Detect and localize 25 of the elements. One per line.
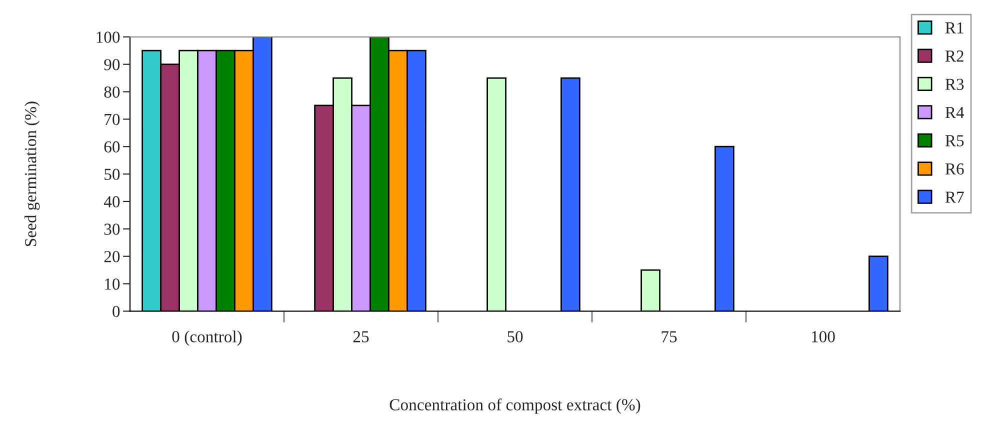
y-tick-label: 0	[112, 306, 120, 318]
x-tick-label: 0 (control)	[172, 330, 242, 346]
x-tick-label: 25	[353, 331, 369, 342]
y-tick-label: 30	[104, 224, 120, 235]
y-axis-title: Seed germination (%)	[24, 102, 40, 246]
y-tick-label: 60	[104, 141, 120, 153]
y-tick-label: 100	[96, 32, 120, 43]
legend-label: R1	[945, 22, 964, 34]
legend-label: R6	[945, 163, 964, 175]
y-tick-label: 50	[104, 168, 120, 180]
y-tick-label: 10	[105, 278, 120, 290]
y-tick-label: 80	[104, 86, 120, 98]
y-tick-label: 20	[104, 251, 120, 262]
x-axis-title: Concentration of compost extract (%)	[390, 398, 640, 414]
y-tick-label: 70	[104, 114, 120, 126]
legend-label: R2	[945, 50, 964, 62]
y-tick-label: 90	[104, 59, 120, 70]
legend-label: R5	[945, 135, 964, 146]
y-tick-label: 40	[104, 196, 120, 208]
x-tick-label: 50	[508, 331, 523, 342]
legend-label: R7	[945, 192, 964, 203]
x-tick-label: 75	[662, 331, 677, 342]
legend-label: R4	[945, 107, 964, 118]
legend-label: R3	[945, 78, 964, 90]
x-tick-label: 100	[812, 331, 835, 342]
